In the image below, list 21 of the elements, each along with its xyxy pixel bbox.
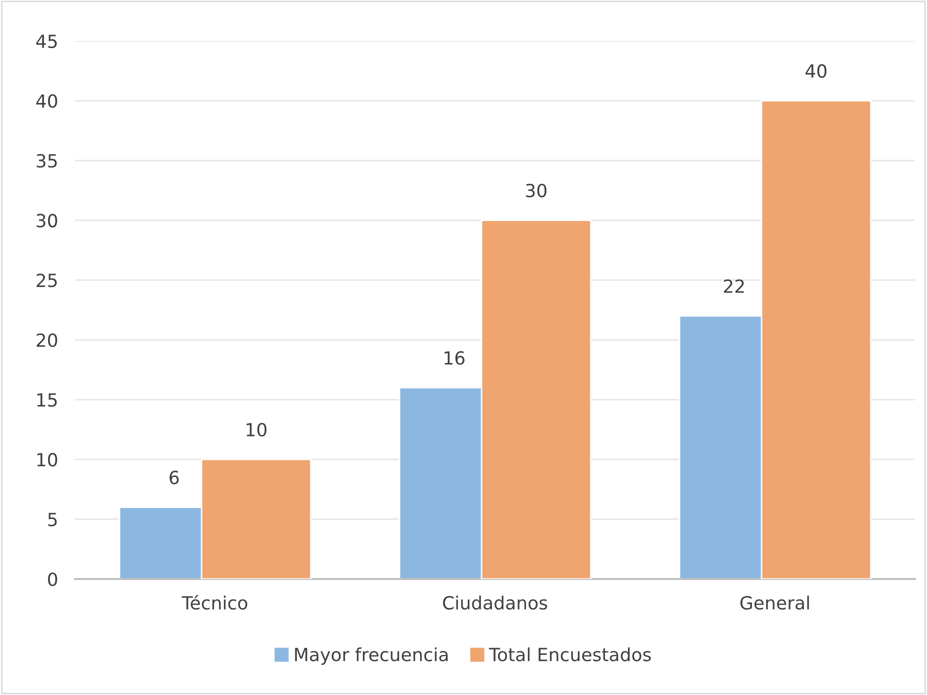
data-label: 10: [246, 422, 266, 436]
legend-label: Total Encuestados: [488, 647, 651, 662]
x-tick-label: Técnico: [182, 594, 248, 610]
x-tick-label: Ciudadanos: [443, 596, 548, 610]
y-tick-label: 35: [36, 154, 57, 168]
y-tick-label: 0: [48, 572, 58, 586]
y-tick-label: 15: [37, 393, 57, 407]
y-tick-label: 25: [36, 274, 57, 288]
legend-label: Mayor frecuencia: [295, 647, 448, 665]
data-label: 16: [444, 351, 464, 365]
y-tick-label: 20: [36, 333, 58, 348]
data-label: 40: [806, 64, 826, 78]
y-tick-label: 10: [37, 452, 58, 467]
data-label: 30: [526, 184, 546, 198]
y-tick-label: 5: [48, 512, 57, 526]
data-label: 6: [170, 470, 179, 484]
y-tick-label: 40: [36, 94, 58, 108]
data-label: 22: [724, 279, 744, 293]
y-tick-label: 45: [36, 34, 57, 48]
y-tick-label: 30: [36, 214, 58, 228]
x-tick-label: General: [740, 596, 809, 610]
